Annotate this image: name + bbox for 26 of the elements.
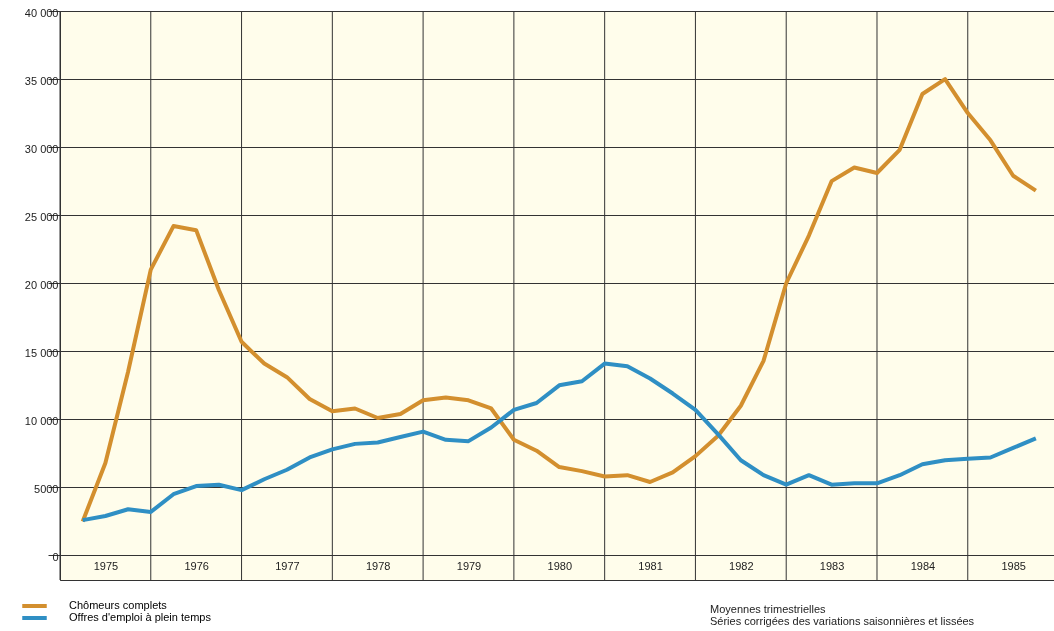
x-tick-label: 1979 (456, 559, 482, 572)
text: Moyennes trimestrielles (710, 603, 827, 615)
text: Séries corrigées des variations saisonnières et lissées (710, 615, 975, 627)
x-tick-label: 1984 (910, 559, 936, 572)
y-tick-label: 40 000 (24, 6, 59, 19)
y-tick-label: 25 000 (24, 210, 59, 223)
line-series (80, 361, 1038, 523)
y-tick-label: 30 000 (24, 142, 59, 155)
x-tick-label: 1981 (638, 559, 663, 572)
y-tick-label: 0 (52, 551, 59, 563)
x-tick-label: 1977 (275, 559, 300, 572)
y-tick-label: 15 000 (24, 346, 59, 359)
legend-label: Offres d'emploi à plein temps (69, 611, 212, 623)
x-tick-label: 1975 (93, 559, 119, 572)
x-tick-label: 1976 (184, 559, 209, 572)
line-series (80, 77, 1038, 524)
x-tick-label: 1985 (1001, 559, 1026, 572)
x-tick-label: 1983 (819, 559, 845, 572)
y-tick-label: 35 000 (24, 74, 59, 87)
x-tick-label: 1978 (365, 559, 391, 572)
legend-label: Chômeurs complets (69, 599, 168, 611)
x-tick-label: 1982 (729, 559, 754, 572)
y-tick-label: 10 000 (24, 414, 59, 427)
y-tick-label: 5000 (34, 482, 59, 495)
y-tick-label: 20 000 (24, 278, 59, 291)
x-tick-label: 1980 (547, 559, 573, 572)
